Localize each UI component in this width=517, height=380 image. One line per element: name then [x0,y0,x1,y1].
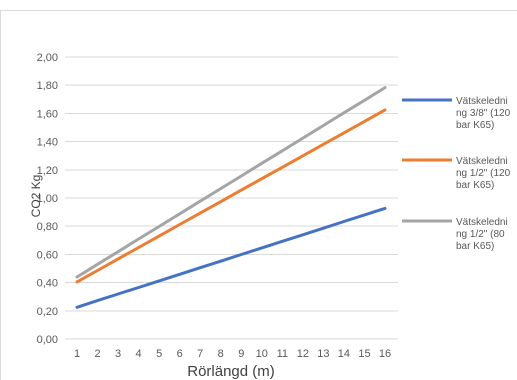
legend-label-1: Vätskeledni ng 3/8" (120 bar K65) [456,96,511,131]
y-tick-label: 1,60 [37,108,58,120]
legend-label-2: Vätskeledni ng 1/2" (120 bar K65) [456,156,511,191]
series-line-2 [75,108,387,284]
x-tick-label: 6 [177,348,183,360]
legend-label-3: Vätskeledni ng 1/2" (80 bar K65) [456,217,508,252]
x-tick-label: 10 [256,348,268,360]
legend: Vätskeledni ng 3/8" (120 bar K65) Vätskeled… [402,96,511,252]
x-tick-label: 4 [136,348,142,360]
x-tick-label: 3 [115,348,121,360]
series-line-3 [75,86,387,279]
x-tick-label: 11 [277,348,288,360]
chart-border-left [0,10,1,380]
series-line-1 [75,206,387,309]
x-tick-label: 9 [238,348,244,360]
y-tick-label: 1,00 [37,193,58,205]
chart-border-top [0,10,517,11]
y-tick-label: 1,40 [37,137,58,149]
x-tick-label: 2 [94,348,100,360]
y-tick-label: 0,80 [37,221,58,233]
x-tick-label: 13 [317,348,329,360]
y-tick-label: 1,20 [37,165,58,177]
x-tick-label: 15 [358,348,370,360]
gridlines [65,56,398,340]
x-tick-label: 5 [156,348,162,360]
x-tick-label: 14 [338,348,350,360]
series-lines [75,86,387,309]
x-tick-label: 8 [218,348,224,360]
y-tick-label: 0,60 [37,249,58,261]
x-tick-label: 12 [297,348,309,360]
x-tick-label: 16 [379,348,391,360]
y-tick-label: 0,20 [37,306,58,318]
x-axis-title: Rörlängd (m) [187,363,275,380]
x-tick-label: 1 [74,348,80,360]
y-tick-label: 0,40 [37,278,58,290]
x-axis-ticks: 1 2 3 4 5 6 7 8 9 10 11 12 13 14 15 16 [74,348,391,360]
y-axis-title: CO2 Kg [29,175,43,218]
y-tick-label: 0,00 [37,334,58,346]
y-tick-label: 2,00 [37,52,58,64]
y-axis-ticks: 0,00 0,20 0,40 0,60 0,80 1,00 1,20 1,40 1,60 1,80… [37,52,58,346]
y-tick-label: 1,80 [37,80,58,92]
x-tick-label: 7 [197,348,203,360]
